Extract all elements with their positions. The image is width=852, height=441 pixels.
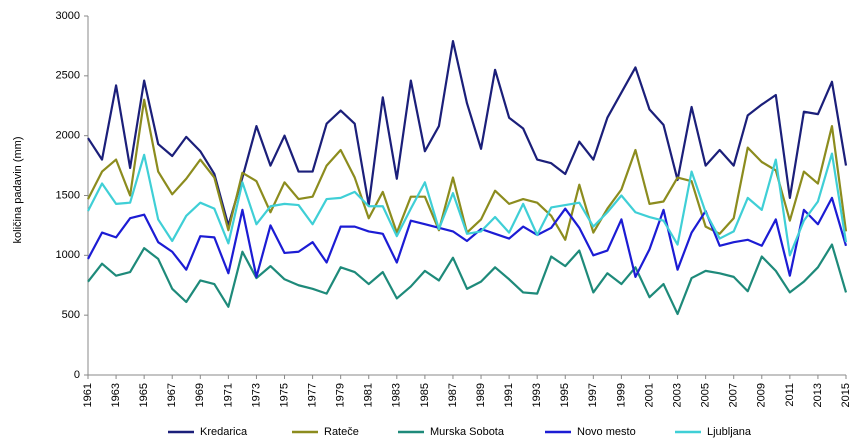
x-tick-label: 1961 bbox=[82, 383, 94, 407]
x-tick-label: 1979 bbox=[335, 383, 347, 407]
series-line bbox=[87, 152, 848, 257]
x-tick-label: 2009 bbox=[756, 383, 768, 407]
y-tick-label: 3000 bbox=[56, 10, 80, 22]
x-tick-label: 1963 bbox=[110, 383, 122, 407]
x-tick-label: 1985 bbox=[419, 383, 431, 407]
series-line bbox=[87, 243, 848, 316]
legend-label: Kredarica bbox=[200, 426, 248, 438]
y-tick-label: 1000 bbox=[56, 249, 80, 261]
y-tick-label: 1500 bbox=[56, 189, 80, 201]
legend-label: Ljubljana bbox=[707, 426, 752, 438]
x-tick-label: 1983 bbox=[391, 383, 403, 407]
x-tick-label: 2011 bbox=[784, 383, 796, 407]
x-tick-label: 1993 bbox=[531, 383, 543, 407]
x-tick-label: 1987 bbox=[447, 383, 459, 407]
x-tick-label: 1965 bbox=[138, 383, 150, 407]
x-tick-label: 2013 bbox=[812, 383, 824, 407]
series-line bbox=[87, 40, 848, 227]
y-tick-label: 500 bbox=[62, 309, 80, 321]
x-tick-label: 2007 bbox=[728, 383, 740, 407]
x-tick-label: 1995 bbox=[559, 383, 571, 407]
x-tick-label: 2001 bbox=[643, 383, 655, 407]
legend-label: Novo mesto bbox=[577, 426, 636, 438]
x-tick-label: 1989 bbox=[475, 383, 487, 407]
legend-label: Murska Sobota bbox=[430, 426, 505, 438]
x-tick-label: 1977 bbox=[306, 383, 318, 407]
legend-label: Rateče bbox=[324, 426, 359, 438]
x-tick-label: 1997 bbox=[587, 383, 599, 407]
x-tick-label: 1973 bbox=[250, 383, 262, 407]
y-tick-label: 2000 bbox=[56, 130, 80, 142]
y-axis-label: količina padavin (mm) bbox=[12, 137, 24, 244]
x-tick-label: 2005 bbox=[700, 383, 712, 407]
x-tick-label: 1971 bbox=[222, 383, 234, 407]
x-tick-label: 2015 bbox=[840, 383, 852, 407]
series-line bbox=[87, 98, 848, 241]
x-tick-label: 1991 bbox=[503, 383, 515, 407]
y-tick-label: 0 bbox=[74, 369, 80, 381]
x-tick-label: 1975 bbox=[278, 383, 290, 407]
x-tick-label: 1999 bbox=[615, 383, 627, 407]
x-tick-label: 2003 bbox=[671, 383, 683, 407]
series-line bbox=[87, 196, 848, 278]
x-tick-label: 1981 bbox=[363, 383, 375, 407]
x-tick-label: 1967 bbox=[166, 383, 178, 407]
x-tick-label: 1969 bbox=[194, 383, 206, 407]
y-tick-label: 2500 bbox=[56, 70, 80, 82]
